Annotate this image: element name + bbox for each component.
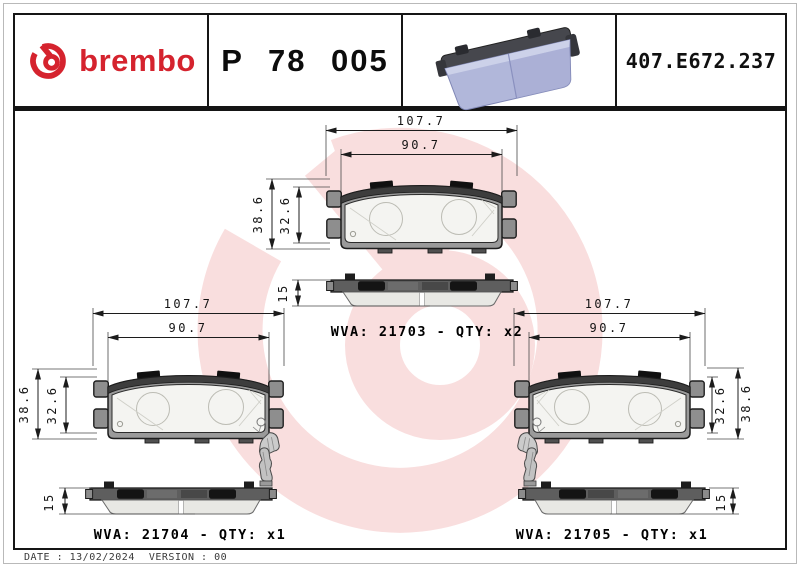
brand-cell: brembo bbox=[15, 15, 209, 106]
drawing-top-center: 107.7 90.7 38.6 32.6 15 WVA: 21703 - QTY… bbox=[251, 114, 524, 340]
product-photo-cell bbox=[403, 15, 617, 110]
reference-number: 407.E672.237 bbox=[625, 48, 777, 73]
dim-thickness: 15 bbox=[276, 283, 290, 302]
dim-pad-width: 90.7 bbox=[402, 138, 441, 152]
dim-total-height: 38.6 bbox=[251, 195, 265, 234]
part-number-cell: P 78 005 bbox=[209, 15, 403, 106]
wva-qty-label: WVA: 21704 - QTY: x1 bbox=[94, 527, 287, 543]
wear-indicator-side bbox=[258, 447, 273, 487]
reference-number-cell: 407.E672.237 bbox=[617, 15, 785, 106]
wva-qty-label: WVA: 21705 - QTY: x1 bbox=[516, 527, 709, 543]
wear-indicator-side bbox=[523, 447, 538, 487]
title-block: brembo P 78 005 407. bbox=[13, 13, 787, 110]
drawing-area-frame bbox=[13, 108, 787, 550]
dim-pad-width: 90.7 bbox=[590, 321, 629, 335]
dim-total-width: 107.7 bbox=[164, 297, 213, 311]
footer-date: DATE : 13/02/2024 bbox=[24, 552, 135, 563]
dim-pad-height: 32.6 bbox=[45, 386, 59, 425]
dim-pad-width: 90.7 bbox=[169, 321, 208, 335]
part-number: P 78 005 bbox=[221, 42, 389, 78]
dim-pad-height: 32.6 bbox=[713, 386, 727, 425]
brand-wordmark: brembo bbox=[79, 43, 196, 78]
drawing-bottom-left: 107.7 90.7 38.6 32.6 15 WVA: 21704 - QTY… bbox=[17, 297, 287, 543]
wva-qty-label: WVA: 21703 - QTY: x2 bbox=[331, 324, 524, 340]
drawing-bottom-right: 107.7 90.7 32.6 38.6 15 WVA: 21705 - QTY… bbox=[512, 297, 753, 543]
dim-pad-height: 32.6 bbox=[278, 196, 292, 235]
dim-total-height: 38.6 bbox=[17, 385, 31, 424]
brake-pad-photo bbox=[435, 26, 580, 110]
dim-thickness: 15 bbox=[42, 492, 56, 511]
brembo-logo-icon bbox=[26, 39, 70, 83]
dim-thickness: 15 bbox=[714, 492, 728, 511]
dim-total-width: 107.7 bbox=[397, 114, 446, 128]
dim-total-height: 38.6 bbox=[739, 384, 753, 423]
footer-version: VERSION : 00 bbox=[148, 552, 228, 563]
footer: DATE : 13/02/2024 VERSION : 00 bbox=[24, 552, 227, 563]
dim-total-width: 107.7 bbox=[585, 297, 634, 311]
